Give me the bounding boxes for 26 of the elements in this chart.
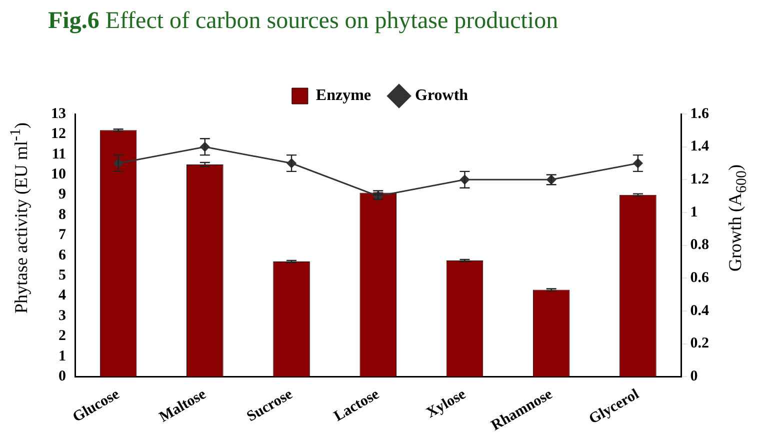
legend-label: Enzyme [316, 87, 372, 104]
y-tick-label: 4 [58, 288, 66, 304]
y-tick-label: 13 [51, 106, 66, 122]
y-tick-label: 1 [58, 348, 66, 364]
y2-tick-label: 1.6 [690, 106, 710, 122]
y-tick-label: 12 [51, 126, 66, 142]
y-tick-label: 6 [58, 247, 66, 264]
y2-tick-label: 0.4 [690, 302, 710, 319]
y2-tick-label: 0.6 [690, 270, 710, 286]
y-tick-label: 2 [58, 328, 66, 344]
y-tick-label: 5 [58, 268, 66, 284]
y2-tick-label: 1.4 [690, 138, 710, 155]
y2-tick-label: 1 [690, 204, 698, 220]
y-tick-label: 0 [58, 368, 66, 385]
y2-tick-label: 0.8 [690, 237, 709, 254]
y2-tick-label: 0 [690, 368, 698, 385]
y-tick-label: 8 [58, 206, 66, 223]
y2-tick-label: 1.2 [690, 172, 709, 188]
y2-tick-label: 0.2 [690, 336, 709, 352]
y-tick-label: 11 [52, 146, 66, 162]
y-tick-label: 7 [58, 227, 66, 244]
y-tick-label: 10 [51, 166, 66, 182]
chart-title: Fig.6 Effect of carbon sources on phytase production [48, 8, 560, 36]
y-tick-label: 9 [58, 186, 66, 203]
legend-label: Growth [415, 87, 468, 104]
y-tick-label: 3 [58, 308, 66, 324]
